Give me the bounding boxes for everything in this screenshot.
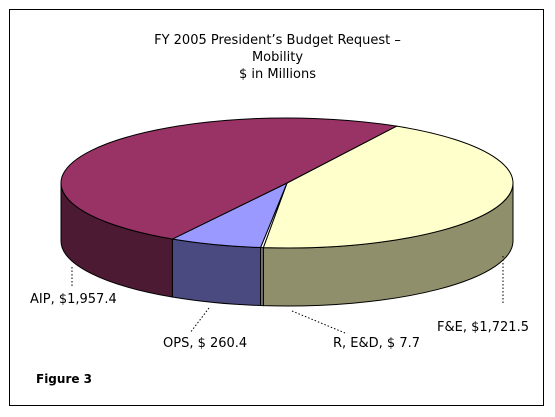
pie-slice-aip bbox=[60, 117, 399, 240]
pie-side-ops bbox=[171, 238, 262, 307]
leader-line-ops bbox=[189, 307, 210, 334]
slice-label-aip: AIP, $1,957.4 bbox=[30, 292, 117, 307]
figure-label: Figure 3 bbox=[36, 372, 93, 386]
leader-lines bbox=[71, 256, 504, 334]
slice-label-f-e: F&E, $1,721.5 bbox=[437, 320, 529, 335]
slice-label-ops: OPS, $ 260.4 bbox=[163, 336, 247, 351]
pie-tops bbox=[60, 117, 514, 249]
chart-title-line-3: $ in Millions bbox=[238, 67, 317, 82]
leader-line-r-e-d bbox=[291, 310, 346, 334]
pie-slice-f-e bbox=[262, 125, 514, 249]
slice-label-r-e-d: R, E&D, $ 7.7 bbox=[333, 336, 420, 351]
chart-title-line-2: Mobility bbox=[251, 50, 304, 65]
pie-sides bbox=[60, 182, 514, 307]
slice-labels: F&E, $1,721.5 R, E&D, $ 7.7 OPS, $ 260.4 AI… bbox=[30, 292, 529, 351]
chart-title-line-1: FY 2005 President’s Budget Request – bbox=[154, 33, 401, 48]
